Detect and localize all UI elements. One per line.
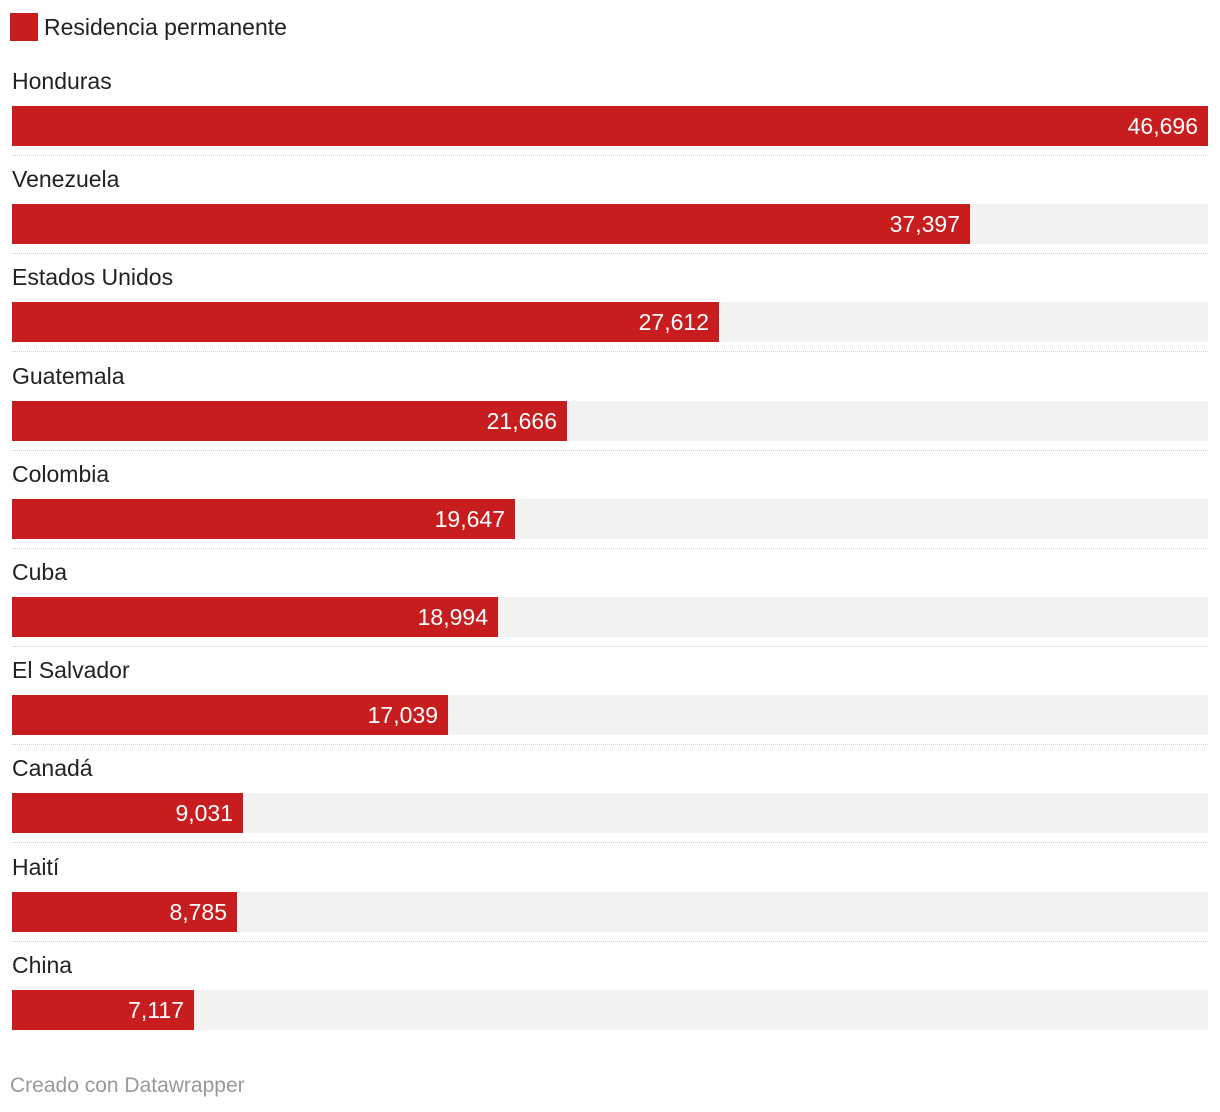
bar: [12, 204, 970, 245]
category-label: Estados Unidos: [12, 264, 174, 291]
bar-row: Guatemala 21,666: [12, 357, 1208, 455]
row-divider: [12, 155, 1208, 156]
footer-credit: Creado con Datawrapper: [10, 1074, 245, 1097]
bar-track: 21,666: [12, 400, 1208, 441]
bar-row: Haití 8,785: [12, 848, 1208, 946]
bar-row: Cuba 18,994: [12, 553, 1208, 651]
row-divider: [12, 253, 1208, 255]
bar-row: El Salvador 17,039: [12, 651, 1208, 749]
bar-value-label: 37,397: [889, 211, 960, 238]
category-label: Canadá: [12, 755, 93, 782]
bar-track: 7,117: [12, 989, 1208, 1030]
row-divider: [12, 449, 1208, 451]
bar: [12, 498, 515, 539]
category-label: El Salvador: [12, 657, 130, 684]
bar: [12, 695, 448, 736]
bar: [12, 596, 498, 637]
bar-track: 9,031: [12, 793, 1208, 834]
bar-row: Honduras 46,696: [12, 62, 1208, 160]
row-divider: [12, 842, 1208, 844]
row-divider: [12, 744, 1208, 746]
bar-track: 18,994: [12, 596, 1208, 637]
bar-value-label: 8,785: [169, 898, 227, 925]
bar-value-label: 18,994: [417, 603, 488, 630]
bar: [12, 891, 237, 932]
bar: [12, 793, 243, 834]
row-divider: [12, 351, 1208, 353]
category-label: Colombia: [12, 460, 110, 487]
bar-row: Canadá 9,031: [12, 749, 1208, 847]
legend-swatch: [10, 13, 38, 41]
bar-row: Estados Unidos 27,612: [12, 258, 1208, 356]
bar-track: 17,039: [12, 695, 1208, 736]
category-label: China: [12, 951, 73, 978]
category-label: Haití: [12, 853, 60, 880]
category-label: Venezuela: [12, 166, 120, 193]
row-divider: [12, 547, 1208, 549]
bar-value-label: 7,117: [128, 996, 184, 1023]
bar: [12, 302, 719, 343]
category-label: Guatemala: [12, 362, 125, 389]
bar-value-label: 17,039: [367, 702, 438, 729]
bar-value-label: 46,696: [1127, 113, 1198, 139]
bar-row: Colombia 19,647: [12, 455, 1208, 553]
bar-track: 8,785: [12, 891, 1208, 932]
bar-track: 27,612: [12, 302, 1208, 343]
bar-chart: Honduras 46,696 Venezuela 37,397 Estados Uni…: [12, 62, 1208, 1044]
category-label: Honduras: [12, 68, 112, 94]
legend: Residencia permanente: [10, 12, 287, 42]
bar-track: 46,696: [12, 106, 1208, 146]
row-divider: [12, 940, 1208, 942]
bar-value-label: 21,666: [486, 407, 557, 434]
category-label: Cuba: [12, 558, 67, 585]
bar-track: 37,397: [12, 204, 1208, 245]
bar: [12, 106, 1208, 146]
bar-value-label: 27,612: [638, 309, 709, 336]
bar: [12, 400, 567, 441]
row-divider: [12, 645, 1208, 647]
bar-row: Venezuela 37,397: [12, 160, 1208, 258]
bar-row: China 7,117: [12, 946, 1208, 1044]
bar: [12, 989, 194, 1030]
legend-label: Residencia permanente: [44, 13, 287, 40]
bar-value-label: 9,031: [175, 800, 233, 827]
bar-value-label: 19,647: [434, 505, 505, 532]
bar-track: 19,647: [12, 498, 1208, 539]
